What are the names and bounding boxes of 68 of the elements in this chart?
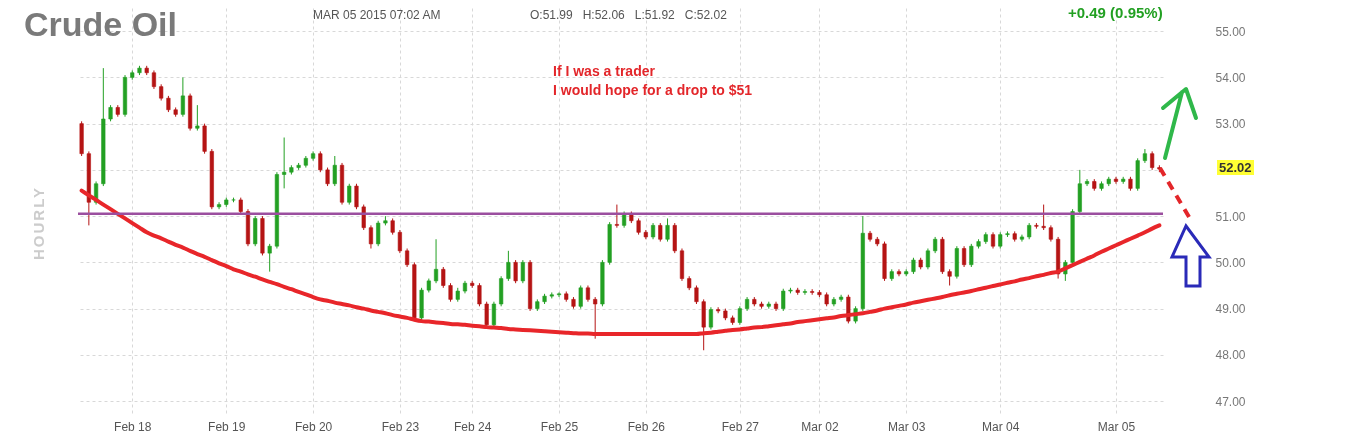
x-tick-label: Feb 20 [294,419,333,434]
candlestick [925,248,930,270]
candlestick [405,248,410,268]
candlestick [737,305,742,326]
candlestick [1085,178,1090,187]
y-tick-label: 47.00 [1215,394,1246,409]
chart-title: Crude Oil [24,5,178,44]
x-tick-label: Mar 04 [982,419,1020,434]
candlestick [556,291,562,298]
candlestick [708,306,713,330]
candlestick [282,137,287,189]
annotation: MAR 05 2015 07:02 AM [313,8,441,22]
candlestick [614,204,619,229]
candlestick [578,285,583,310]
x-tick-label: Feb 25 [540,419,579,434]
candlestick [962,245,967,268]
candlestick [195,104,200,132]
y-tick-label: 55.00 [1215,24,1246,39]
candlestick [781,288,786,312]
y-tick-label: 51.00 [1215,209,1246,224]
x-tick-label: Feb 26 [627,419,666,434]
candlestick [267,243,272,273]
y-tick-label: 53.00 [1215,117,1246,132]
candlestick [477,282,482,307]
x-tick-label: Feb 24 [454,419,492,434]
candlestick [506,250,511,282]
annotation: If I was a trader I would hope for a drop to $51 [553,62,753,100]
candlestick [397,229,402,254]
candlestick [593,296,598,340]
x-tick-label: Mar 03 [888,419,926,434]
y-tick-label: 54.00 [1215,70,1246,85]
candlestick [325,167,330,187]
candlestick [969,243,974,268]
candlestick [376,220,381,247]
candlestick [434,238,439,284]
line-series [79,188,1162,337]
x-tick-label: Mar 05 [1097,419,1136,434]
candlestick [361,204,366,231]
x-tick-label: Feb 23 [381,419,420,434]
y-tick-label: 49.00 [1215,302,1246,317]
candlestick [441,266,446,289]
candlestick [180,76,185,118]
candlestick [484,301,489,328]
candlestick [347,183,352,206]
candlestick [665,217,670,243]
annotation: O:51.99 H:52.06 L:51.92 C:52.02 [530,8,727,22]
candlestick [332,155,337,187]
candlestick [448,282,453,303]
candlestick [520,259,525,284]
candlestick [1150,150,1155,171]
candlestick [151,69,156,90]
y-tick-label: 50.00 [1215,255,1246,270]
candlestick [658,222,663,243]
candlestick [491,301,496,328]
candlestick [318,150,323,173]
candlestick [354,183,359,210]
candlestick [513,259,518,284]
candlestick [1041,204,1046,231]
candlestick [368,224,373,249]
candlestick [802,288,807,296]
text: 52.02 [1217,160,1254,175]
x-tick-label: Mar 02 [801,419,839,434]
y-tick-label: 48.00 [1215,348,1246,363]
x-tick-label: Feb 19 [208,419,246,434]
x-tick-label: Feb 27 [721,419,760,434]
candlestick [694,285,699,305]
x-tick-label: Feb 18 [114,419,152,434]
annotation: +0.49 (0.95%) [1068,4,1163,21]
